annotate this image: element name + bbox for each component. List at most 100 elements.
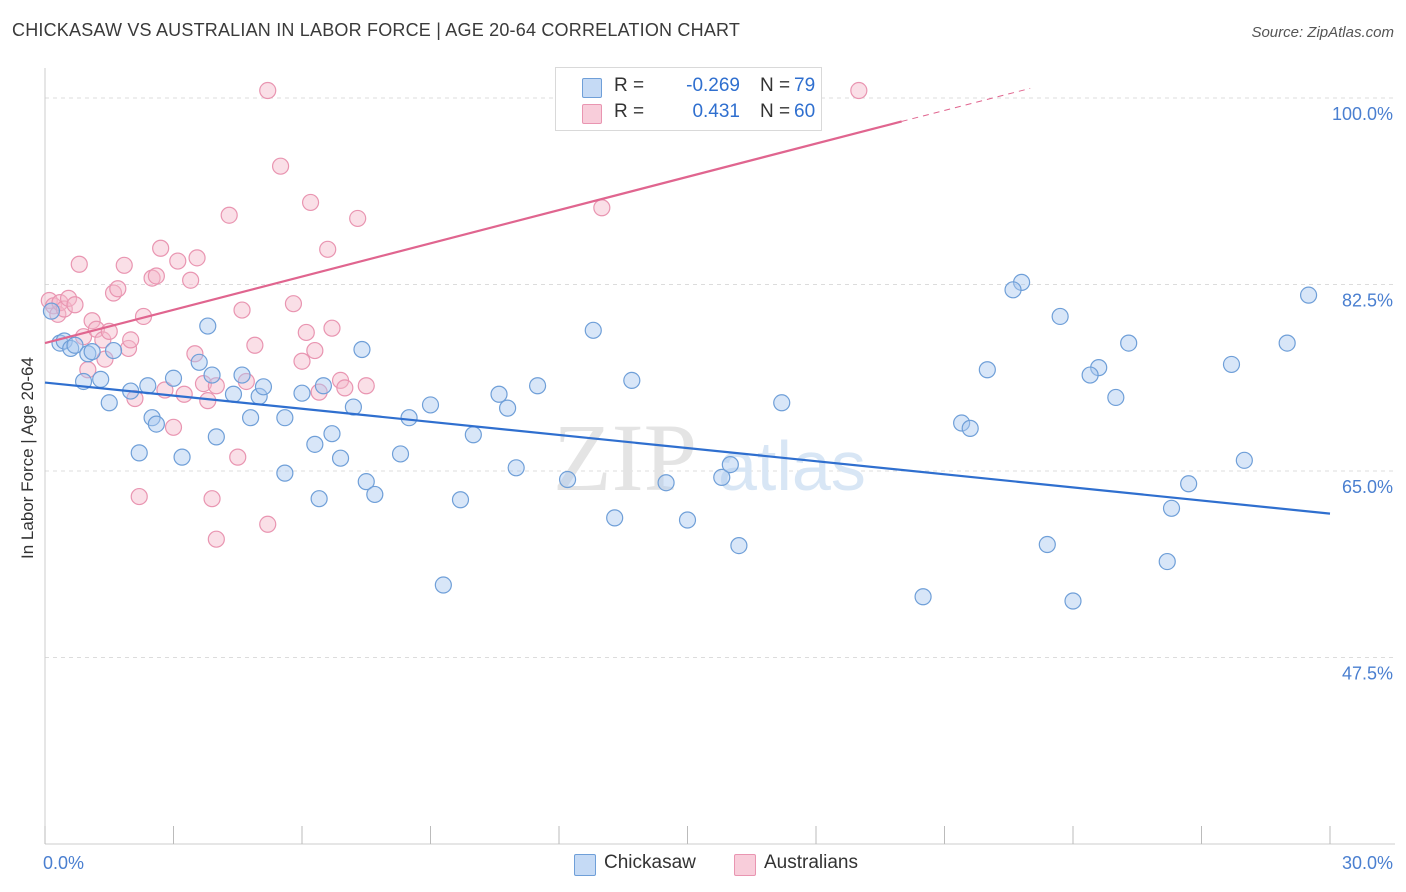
australians-point (319, 240, 337, 258)
australians-point (220, 206, 238, 224)
australians-point (83, 312, 101, 330)
australians-point (182, 271, 200, 289)
series-legend: Chickasaw Australians (0, 852, 1406, 878)
chickasaw-point (1299, 286, 1318, 304)
australians-point (850, 81, 868, 100)
chickasaw-point (353, 340, 371, 359)
australians-point (152, 239, 170, 257)
chickasaw-point (276, 409, 294, 427)
pink-swatch (582, 104, 602, 124)
chickasaw-point (130, 444, 148, 462)
y-tick-label: 65.0% (1342, 477, 1393, 497)
chickasaw-point (606, 509, 624, 527)
chickasaw-point (391, 445, 410, 463)
x-tick-label-max: 30.0% (1342, 853, 1393, 873)
chickasaw-point (224, 385, 243, 403)
chickasaw-point (678, 511, 697, 529)
chickasaw-point (357, 473, 375, 491)
axes (44, 68, 1395, 845)
y-tick-label: 100.0% (1332, 104, 1393, 124)
watermark-atlas: atlas (718, 427, 866, 505)
r-label: R = (614, 75, 645, 96)
australians-point (336, 379, 354, 397)
chickasaw-point (1081, 366, 1099, 384)
australians-point (293, 352, 311, 370)
y-tick-label: 47.5% (1342, 663, 1393, 683)
chickasaw-point (1051, 307, 1069, 326)
chickasaw-point (1158, 552, 1176, 571)
y-axis-title: In Labor Force | Age 20-64 (18, 357, 37, 559)
australians-point (147, 267, 165, 285)
australians-point (115, 256, 133, 274)
n-label: N = (760, 101, 791, 122)
chickasaw-point (314, 377, 333, 395)
chickasaw-point (139, 377, 157, 395)
chickasaw-point (1064, 592, 1082, 610)
australians-point (66, 296, 84, 314)
chickasaw-point (100, 394, 118, 412)
chickasaw-point (914, 588, 932, 606)
watermark: ZIP atlas (553, 404, 866, 511)
r-label: R = (614, 101, 645, 122)
chickasaw-point (323, 425, 341, 443)
chickasaw-points (42, 273, 1318, 610)
chickasaw-point (400, 409, 418, 427)
australians-point (233, 301, 251, 319)
source-label: Source: ZipAtlas.com (1251, 24, 1394, 41)
x-tick-label-min: 0.0% (43, 853, 84, 873)
chickasaw-point (451, 491, 470, 509)
chickasaw-point (83, 343, 101, 361)
australians-point (259, 81, 277, 100)
australians-trend-extension (901, 87, 1031, 122)
chickasaw-point (584, 321, 602, 339)
chickasaw-point (434, 576, 452, 594)
australians-point (284, 295, 303, 313)
correlation-legend: R = -0.269 N = 79 R = 0.431 N = 60 (555, 67, 822, 131)
chickasaw-point (773, 394, 791, 412)
australians-point (175, 385, 193, 403)
chart-title: CHICKASAW VS AUSTRALIAN IN LABOR FORCE |… (12, 20, 741, 40)
australians-point (246, 336, 264, 354)
australians-point (349, 209, 367, 228)
australians-point (593, 199, 611, 217)
australians-point (271, 157, 290, 175)
chickasaw-point (499, 399, 517, 417)
australians-points (40, 81, 868, 548)
r-value: -0.269 (686, 75, 740, 96)
chickasaw-point (1162, 499, 1181, 517)
australians-point (207, 377, 225, 395)
chickasaw-point (1038, 535, 1056, 554)
chickasaw-point (104, 341, 123, 360)
chickasaw-point (164, 369, 183, 387)
chickasaw-point (558, 470, 577, 489)
legend-label: Chickasaw (604, 852, 696, 873)
australians-point (59, 289, 78, 307)
chickasaw-point (421, 396, 440, 414)
chickasaw-point (623, 371, 641, 390)
australians-point (357, 377, 375, 395)
chickasaw-point (203, 366, 221, 384)
chickasaw-point (66, 336, 84, 354)
chickasaw-point (242, 409, 260, 427)
blue-swatch (574, 854, 596, 876)
australians-point (164, 418, 183, 436)
pink-swatch (734, 854, 756, 876)
chickasaw-trend-line (44, 381, 1331, 515)
australians-point (203, 490, 221, 508)
australians-point (259, 515, 277, 533)
tick-labels: 47.5% 65.0% 82.5% 100.0% 0.0% 30.0% In L… (18, 104, 1393, 873)
chickasaw-point (207, 428, 225, 446)
chickasaw-point (713, 468, 731, 486)
chickasaw-point (42, 302, 61, 320)
chickasaw-point (190, 353, 208, 371)
y-tick-label: 82.5% (1342, 290, 1393, 310)
chickasaw-point (464, 426, 482, 444)
chickasaw-point (953, 414, 971, 432)
chickasaw-point (528, 377, 547, 395)
chickasaw-point (961, 419, 979, 437)
chickasaw-point (1120, 334, 1138, 352)
australians-point (55, 300, 73, 318)
australians-point (122, 331, 140, 349)
chickasaw-point (1235, 451, 1253, 469)
